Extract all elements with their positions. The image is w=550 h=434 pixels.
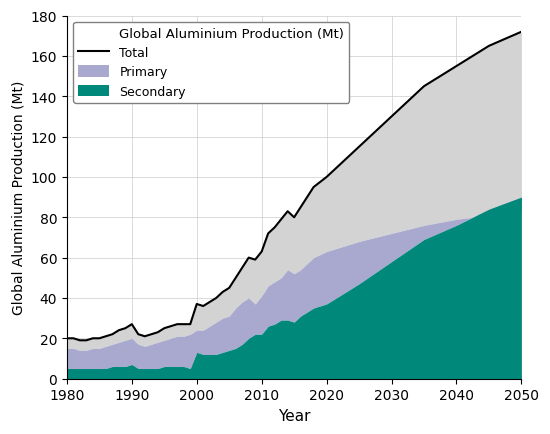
Legend: Global Aluminium Production (Mt), Total, Primary, Secondary: Global Aluminium Production (Mt), Total,… <box>73 23 349 103</box>
X-axis label: Year: Year <box>278 408 310 423</box>
Y-axis label: Global Aluminium Production (Mt): Global Aluminium Production (Mt) <box>11 81 25 315</box>
